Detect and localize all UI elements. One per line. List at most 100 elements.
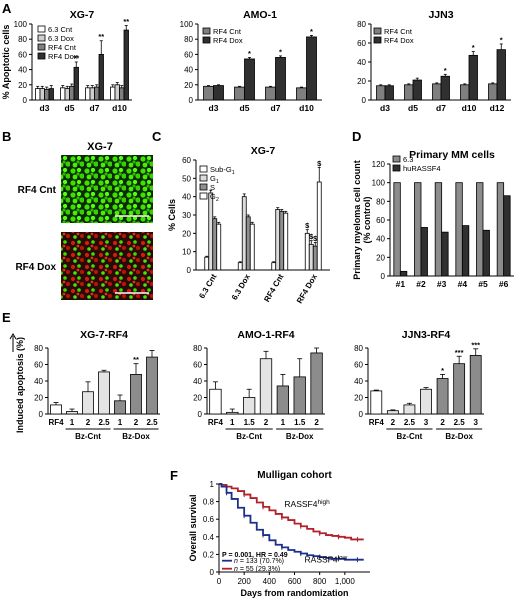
E2-ytick-label: 80 <box>193 344 202 353</box>
A1-bar <box>114 84 120 101</box>
C-legend-label: G2 <box>210 192 219 203</box>
A3-bar <box>412 79 422 101</box>
A2-ytick-label: 0 <box>189 96 194 105</box>
E1-significance: ** <box>133 355 139 364</box>
A3-xtick-label: d3 <box>380 103 390 113</box>
F-curve-label-base: RASSF4 <box>305 554 338 564</box>
F-legend-text: = 55 (29.3%) <box>238 566 280 573</box>
A1-legend-name: RF4 Cnt <box>48 43 77 52</box>
E3-xtick-label: RF4 <box>369 418 385 427</box>
A3-xtick-label: d10 <box>462 103 477 113</box>
D-ytick-label: 20 <box>376 253 385 262</box>
F-curve-label: RASSF4high <box>284 499 330 509</box>
E1-ytick-label: 20 <box>34 394 43 403</box>
F-xtick-label: 800 <box>313 577 327 586</box>
A3-xtick-label: d12 <box>490 103 505 113</box>
A3-title: JJN3 <box>428 9 453 21</box>
A3-bar <box>460 84 470 101</box>
panel-b-microscopy: XG-7 RF4 Cnt RF4 Dox <box>15 141 153 300</box>
D-bar <box>455 182 463 277</box>
A3-bar <box>404 84 414 101</box>
A1-bar <box>89 87 95 101</box>
E1-xtick-label: RF4 <box>48 418 64 427</box>
panel-label-e: E <box>2 310 11 325</box>
F-curve-1 <box>219 483 364 561</box>
C-ylabel: % Cells <box>167 199 177 231</box>
A3-bar <box>488 83 498 101</box>
A2-bar <box>234 86 245 101</box>
E2-group-label: Bz-Dox <box>286 432 314 441</box>
A1-ytick-label: 100 <box>14 20 28 29</box>
F-ytick-label: 0.2 <box>203 550 215 559</box>
F-xtick-label: 0 <box>217 577 222 586</box>
C-significance: $ <box>313 234 318 243</box>
C-bar <box>216 223 222 271</box>
C-bar <box>241 196 247 271</box>
C-xtick-label: RF4 Cnt <box>262 272 285 303</box>
D-bar <box>496 182 505 277</box>
D-bar <box>399 270 408 277</box>
E3-xtick-label: 2.5 <box>454 418 466 427</box>
A2-ytick-label: 80 <box>184 35 193 44</box>
E3-bar <box>370 390 383 415</box>
D-legend-swatch <box>392 155 401 163</box>
C-bar <box>237 262 243 271</box>
E3-ytick-label: 0 <box>359 410 364 419</box>
C-bar <box>283 212 289 271</box>
E2-xtick-label: 1.5 <box>244 418 256 427</box>
A1-legend-name: 6.3 Dox <box>48 34 74 43</box>
C-xtick-label: RF4 Dox <box>295 272 319 305</box>
E1-ytick-label: 0 <box>39 410 44 419</box>
A3-ytick-label: 0 <box>362 96 367 105</box>
E3-significance: *** <box>471 340 480 349</box>
C-legend-swatch <box>199 183 208 191</box>
A1-bar <box>98 54 104 101</box>
A2-ytick-label: 20 <box>184 81 193 90</box>
chart-e1: 0 20 40 60 80 RF4 1 2 2.5 1 2 2.5 Bz-Cnt Bz-Dox ** XG-7… <box>9 329 160 441</box>
D-ylabel-line2: (% control) <box>362 197 372 244</box>
A1-significance: ** <box>98 32 104 41</box>
F-ytick-label: 0.6 <box>203 515 215 524</box>
C-legend-name: Sub-G <box>210 165 232 174</box>
C-ytick-label: 60 <box>182 156 191 165</box>
F-xtick-label: 600 <box>288 577 302 586</box>
E1-group-label: Bz-Cnt <box>75 432 101 441</box>
A2-bar <box>306 36 317 101</box>
C-legend-sub: 1 <box>232 170 235 176</box>
E2-bar <box>242 397 256 415</box>
D-xtick-label: #6 <box>499 279 509 289</box>
E3-group-label: Bz-Dox <box>445 432 473 441</box>
D-ytick-label: 60 <box>376 216 385 225</box>
E2-xtick-label: 1 <box>230 418 235 427</box>
D-bar <box>434 182 443 277</box>
A2-legend-name: RF4 Dox <box>213 36 243 45</box>
D-legend-label: huRASSF4 <box>403 164 441 173</box>
A1-legend-name: 6.3 Cnt <box>48 25 73 34</box>
F-ylabel: Overall survival <box>188 494 198 561</box>
panel-label-f: F <box>170 468 178 483</box>
A3-legend-name: RF4 Cnt <box>384 27 413 36</box>
E3-bar <box>403 404 416 415</box>
C-bar <box>245 216 251 271</box>
E3-xtick-label: 3 <box>473 418 478 427</box>
E3-significance: * <box>441 366 444 375</box>
F-stats: P = 0.001, HR = 0.49 <box>222 552 288 559</box>
D-bar <box>461 225 470 277</box>
E2-ytick-label: 0 <box>198 410 203 419</box>
C-bar <box>316 181 322 271</box>
E2-title: AMO-1-RF4 <box>237 329 294 341</box>
E3-ytick-label: 60 <box>354 361 363 370</box>
A2-bar <box>244 58 255 101</box>
E1-bar <box>98 371 110 415</box>
A3-legend-label: RF4 Dox <box>384 36 414 45</box>
F-xtick-label: 1,000 <box>335 577 356 586</box>
E1-bar <box>50 404 62 415</box>
E2-bar <box>276 385 290 415</box>
C-significance: $ <box>309 232 314 241</box>
E1-xtick-label: 2 <box>86 418 91 427</box>
A2-significance: * <box>279 47 282 56</box>
E2-bar <box>293 376 306 415</box>
F-legend-n: n <box>234 566 238 573</box>
